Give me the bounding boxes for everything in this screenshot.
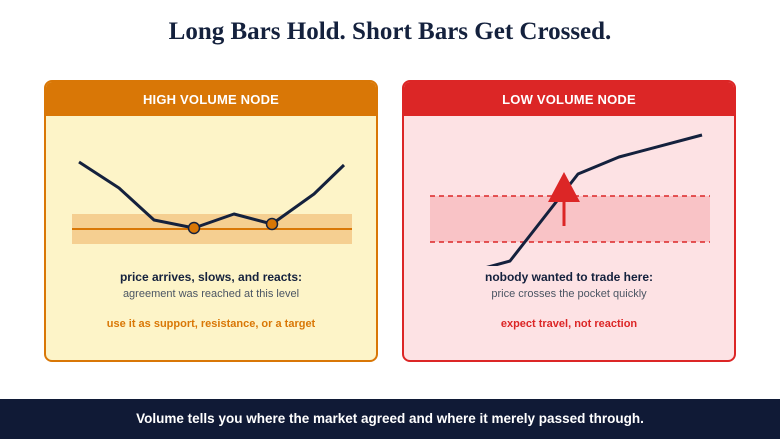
- high-volume-headline: price arrives, slows, and reacts:: [119, 270, 303, 284]
- page-title: Long Bars Hold. Short Bars Get Crossed.: [168, 18, 612, 45]
- low-volume-headline: nobody wanted to trade here:: [484, 270, 653, 284]
- low-volume-node-header: LOW VOLUME NODE: [404, 82, 734, 116]
- price-path: [78, 160, 346, 230]
- high-volume-node-diagram: [72, 160, 352, 244]
- low-volume-node-diagram: [430, 133, 710, 266]
- low-volume-node-panel: LOW VOLUME NODE nobody wanted to trade h…: [402, 80, 736, 362]
- footer-banner: Volume tells you where the market agreed…: [0, 399, 780, 439]
- high-volume-detail: agreement was reached at this level: [122, 288, 300, 300]
- high-volume-node-header: HIGH VOLUME NODE: [46, 82, 376, 116]
- low-volume-pocket: [430, 196, 710, 242]
- high-volume-node-panel: HIGH VOLUME NODE price arrives, slows, a…: [44, 80, 378, 362]
- high-volume-takeaway: use it as support, resistance, or a targ…: [106, 318, 316, 330]
- low-volume-takeaway: expect travel, not reaction: [500, 318, 638, 330]
- reaction-point: [187, 221, 201, 235]
- low-volume-detail: price crosses the pocket quickly: [491, 288, 647, 300]
- price-path: [486, 133, 703, 266]
- up-arrow-icon: [548, 172, 580, 202]
- reaction-point: [265, 217, 279, 231]
